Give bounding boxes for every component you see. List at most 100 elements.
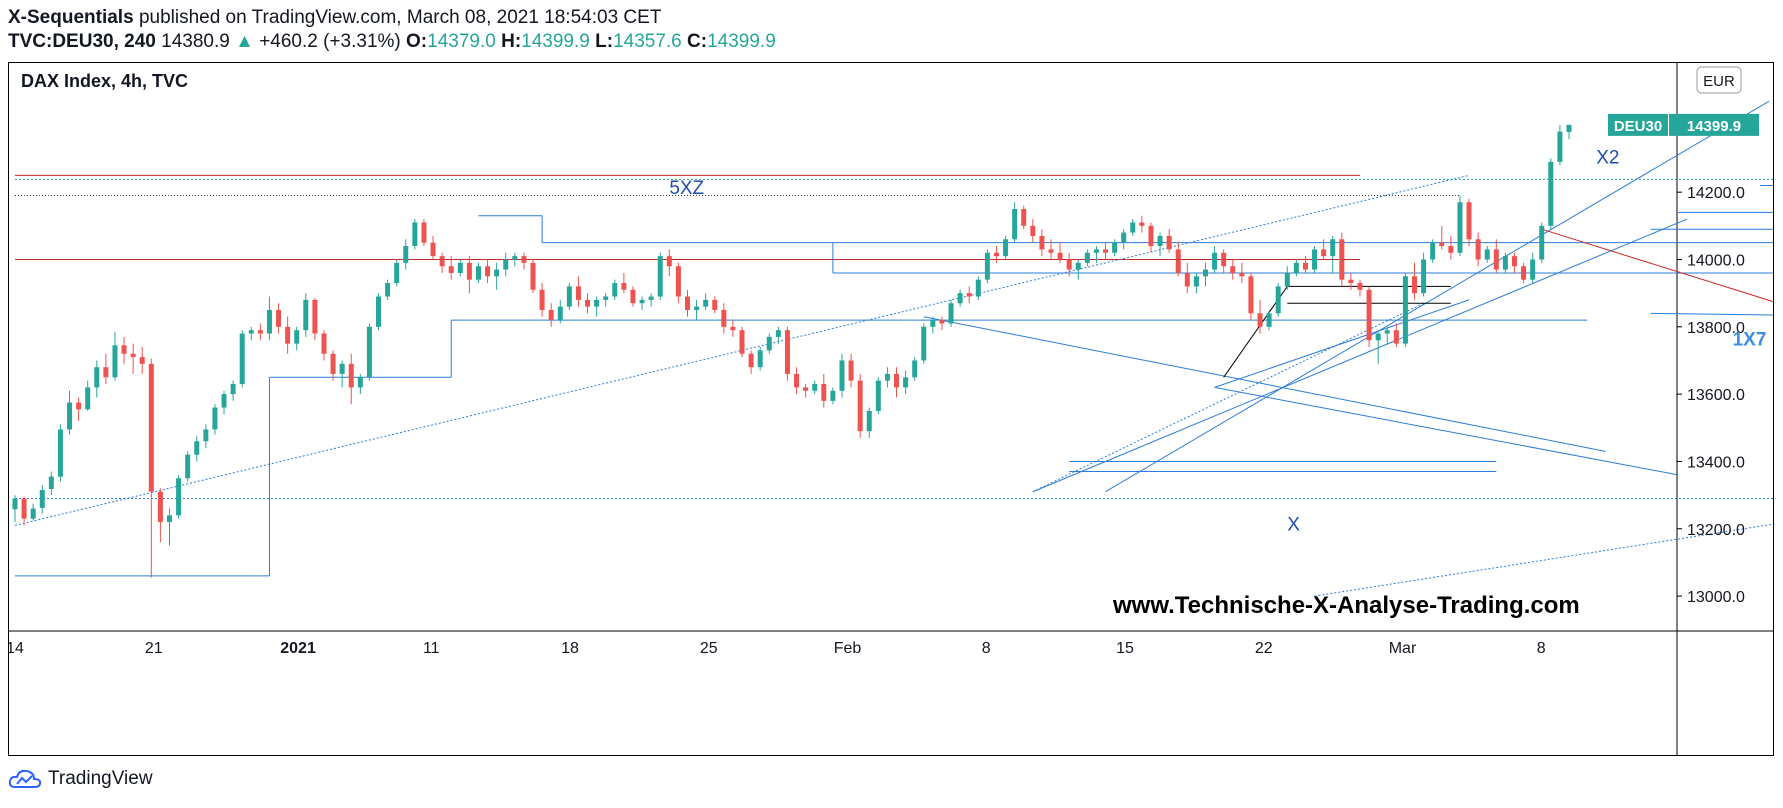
candle-body [1139, 222, 1145, 226]
candle-body [21, 498, 27, 519]
candle-body [1057, 252, 1063, 260]
candle-body [221, 394, 227, 408]
rising-trend-line [1032, 218, 1688, 493]
candle-body [1193, 276, 1199, 287]
close-value: 14399.9 [707, 31, 776, 52]
candle-body [1448, 246, 1454, 253]
candle-body [1457, 202, 1463, 253]
candle-body [821, 384, 827, 401]
candle-body [1366, 289, 1372, 341]
candle-body [775, 330, 781, 337]
x-tick-label: 15 [1116, 640, 1134, 657]
publish-info: published on TradingView.com, March 08, … [138, 7, 662, 28]
candle-body [1175, 249, 1181, 273]
candle-body [1266, 313, 1272, 327]
high-label: H: [501, 31, 522, 52]
candle-body [1511, 256, 1517, 267]
candle-body [257, 330, 263, 334]
candle-body [121, 345, 127, 354]
candle-body [230, 384, 236, 395]
candle-body [721, 309, 727, 327]
candle-body [1221, 252, 1227, 267]
chart-pane[interactable]: 13000.0 13200.0 13400.0 13600.0 13800.0 14000… [8, 62, 1774, 756]
candle-body [1121, 232, 1127, 243]
candle-body [1330, 239, 1336, 257]
candle-body [485, 266, 491, 277]
candle-body [448, 266, 454, 273]
x-tick-label: 8 [1537, 640, 1546, 657]
y-tick-label: 13200.0 [1687, 522, 1745, 539]
candle-body [1148, 225, 1154, 247]
price-change: +460.2 (+3.31%) [259, 31, 401, 52]
candle-body [439, 256, 445, 267]
candle-body [1466, 202, 1472, 240]
candle-body [67, 402, 73, 430]
candle-body [212, 407, 218, 430]
chart-header: X-Sequentials published on TradingView.c… [8, 6, 776, 54]
candlestick-chart[interactable]: 13000.0 13200.0 13400.0 13600.0 13800.0 14000… [9, 63, 1773, 755]
candle-body [166, 515, 172, 523]
symbol-label: TVC:DEU30, 240 [8, 31, 156, 52]
candle-body [1003, 239, 1009, 257]
candle-body [630, 289, 636, 304]
candle-body [266, 309, 272, 334]
candle-body [1566, 124, 1572, 132]
candle-body [339, 363, 345, 374]
candle-body [748, 353, 754, 368]
candle-body [539, 289, 545, 310]
candle-body [657, 256, 663, 297]
tradingview-cloud-icon [8, 769, 42, 788]
candle-body [684, 296, 690, 310]
candle-body [1284, 272, 1290, 287]
brand-name[interactable]: TradingView [48, 768, 153, 789]
x-tick-label: 22 [1255, 640, 1273, 657]
candle-body [1421, 259, 1427, 294]
candle-body [1521, 266, 1527, 280]
candle-body [1339, 239, 1345, 280]
candle-body [966, 293, 972, 297]
candle-body [1375, 333, 1381, 341]
candle-body [675, 266, 681, 297]
candle-body [276, 309, 282, 327]
x-tick-label: Feb [834, 640, 862, 657]
candle-body [957, 293, 963, 304]
candle-body [348, 363, 354, 388]
candle-body [321, 333, 327, 354]
candle-body [1130, 222, 1136, 233]
currency-box[interactable] [1696, 66, 1742, 94]
candle-body [1248, 276, 1254, 314]
candle-body [984, 252, 990, 280]
x-tick-label: 14 [9, 640, 24, 657]
high-value: 14399.9 [521, 31, 590, 52]
x-tick-label: 25 [700, 640, 718, 657]
candle-body [1202, 269, 1208, 277]
candle-body [621, 283, 627, 290]
author-name[interactable]: X-Sequentials [8, 7, 134, 28]
candle-body [1066, 259, 1072, 270]
candle-body [57, 429, 63, 477]
x-tick-label: 11 [423, 640, 440, 657]
x-tick-label: Mar [1389, 640, 1417, 657]
candle-body [857, 380, 863, 432]
candle-body [494, 269, 500, 277]
candle-body [1275, 286, 1281, 314]
candle-body [203, 429, 209, 442]
candle-body [312, 299, 318, 334]
candle-body [712, 299, 718, 310]
annotation-label: 5XZ [669, 178, 704, 199]
candle-body [1484, 249, 1490, 260]
candle-body [366, 326, 372, 378]
candle-body [421, 222, 427, 243]
candle-body [739, 330, 745, 354]
annotation-label: X2 [1596, 148, 1619, 169]
candle-body [103, 367, 109, 378]
annotation-label: 1X7 [1733, 329, 1767, 350]
candle-body [39, 490, 45, 508]
candle-body [1357, 283, 1363, 290]
candle-body [1475, 239, 1481, 260]
candle-body [303, 299, 309, 331]
candle-body [1493, 249, 1499, 270]
candle-body [412, 222, 418, 247]
footer: TradingView [8, 768, 153, 790]
candle-body [884, 373, 890, 381]
